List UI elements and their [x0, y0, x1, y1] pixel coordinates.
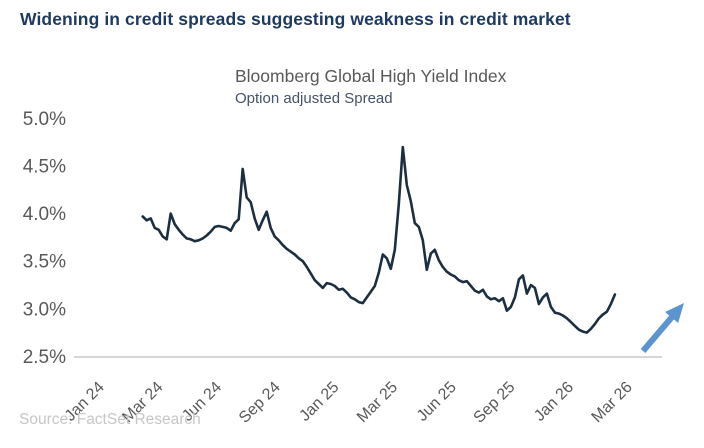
y-axis-tick-label: 4.0%	[23, 204, 66, 225]
y-axis-tick-label: 4.5%	[23, 157, 66, 178]
page-title: Widening in credit spreads suggesting we…	[20, 9, 571, 29]
y-axis-tick-label: 3.0%	[23, 299, 66, 320]
y-axis-tick-label: 2.5%	[23, 347, 66, 368]
x-axis-tick-label: Sep 25	[471, 379, 519, 427]
chart-subtitle: Option adjusted Spread	[235, 90, 393, 107]
chart-title: Bloomberg Global High Yield Index	[235, 66, 507, 86]
chart-axes: 5.0%4.5%4.0%3.5%3.0%2.5%Jan 24 Mar 24 Jun …	[23, 109, 662, 427]
x-axis-tick-label: Mar 26	[589, 379, 636, 426]
x-axis-tick-label: Jan 26	[531, 379, 577, 425]
spread-series-line	[141, 145, 617, 334]
x-axis-tick-label: Jan 25	[297, 379, 343, 425]
y-axis-tick-label: 5.0%	[23, 109, 66, 130]
source-note: Source: FactSet Research	[19, 411, 201, 428]
x-axis-tick-label: Jun 25	[414, 379, 460, 425]
chart-series	[141, 145, 617, 334]
x-axis-tick-label: Sep 24	[236, 379, 284, 427]
trend-up-arrow-icon	[640, 303, 684, 353]
y-axis-tick-label: 3.5%	[23, 252, 66, 273]
x-axis-tick-label: Mar 25	[354, 379, 401, 426]
